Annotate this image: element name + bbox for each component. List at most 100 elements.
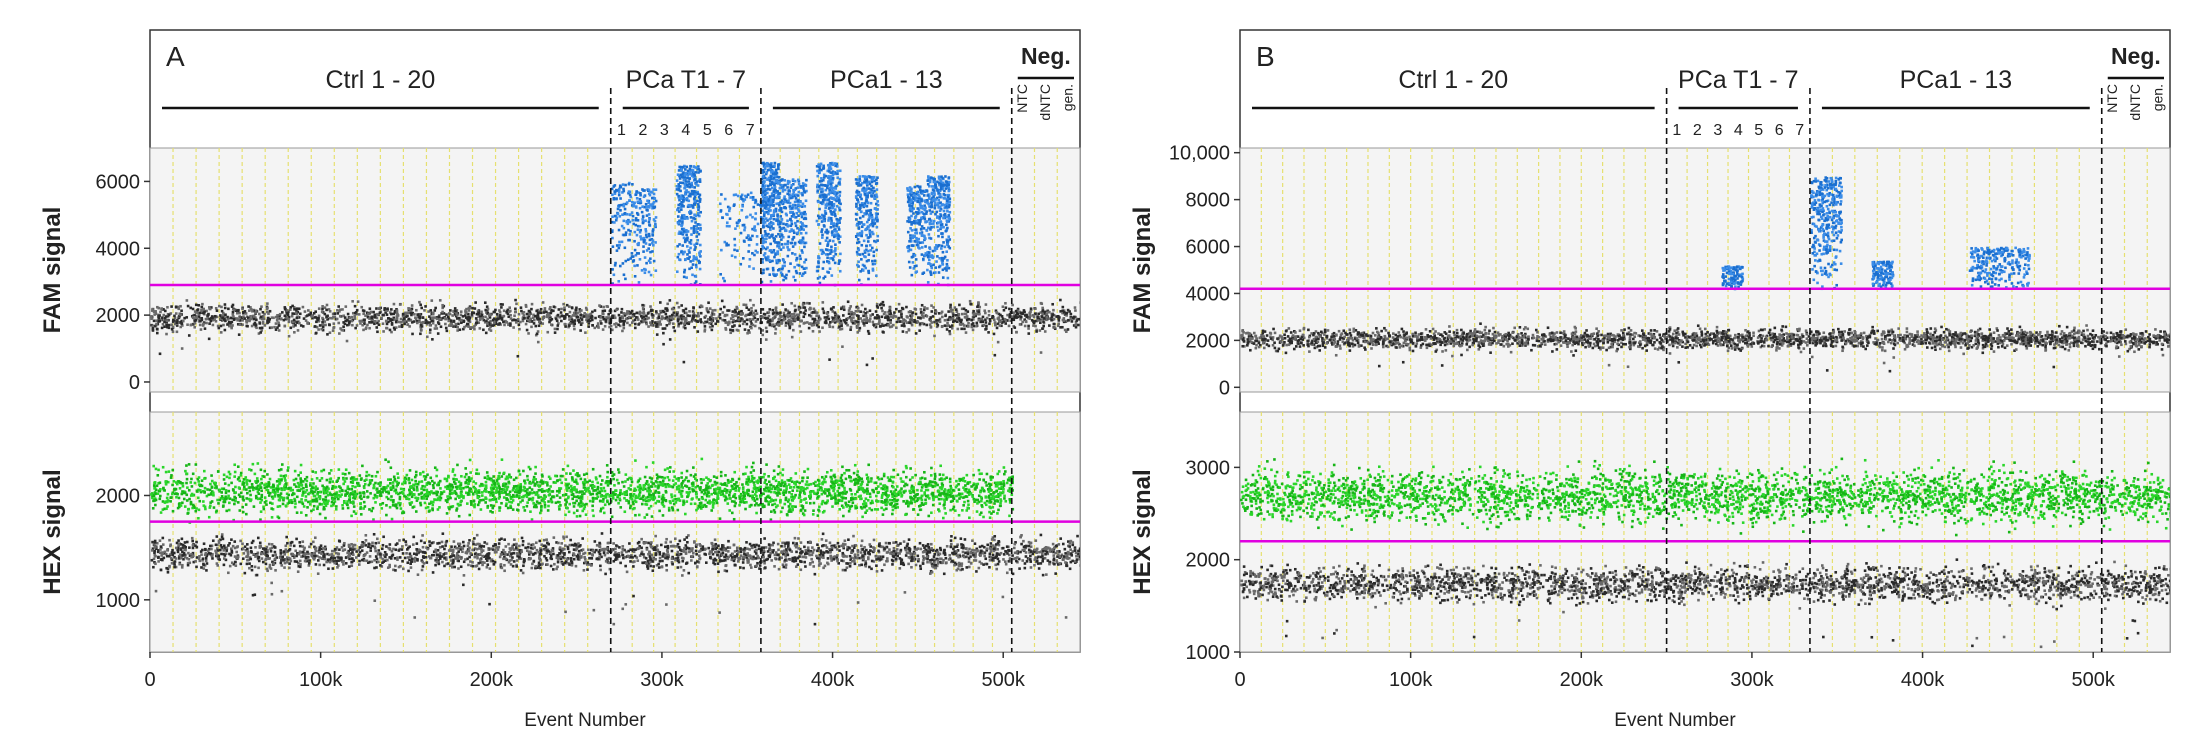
fam-negative-droplet: [1069, 316, 1073, 319]
fam-positive-droplet: [940, 223, 944, 226]
fam-positive-droplet: [723, 240, 727, 244]
fam-positive-droplet: [759, 216, 763, 219]
fam-negative-droplet: [325, 315, 328, 318]
fam-negative-droplet: [666, 309, 669, 312]
fam-negative-droplet: [633, 318, 637, 322]
fam-positive-droplet: [751, 227, 754, 231]
fam-negative-droplet: [287, 310, 290, 314]
fam-negative-droplet: [1000, 315, 1004, 318]
fam-positive-droplet: [799, 200, 802, 204]
fam-positive-droplet: [764, 172, 768, 176]
fam-negative-droplet: [501, 315, 505, 319]
fam-negative-droplet: [538, 320, 541, 324]
fam-negative-droplet: [948, 325, 952, 329]
fam-negative-droplet: [236, 309, 240, 313]
fam-negative-droplet: [741, 322, 745, 326]
fam-negative-droplet: [922, 311, 925, 315]
fam-negative-droplet: [325, 303, 329, 307]
fam-negative-droplet: [852, 312, 856, 315]
fam-negative-droplet: [1053, 326, 1056, 329]
fam-negative-droplet: [470, 314, 474, 318]
fam-positive-droplet: [929, 228, 932, 231]
fam-positive-droplet: [641, 188, 644, 191]
fam-positive-droplet: [791, 245, 795, 248]
fam-negative-droplet: [621, 329, 624, 333]
fam-positive-droplet: [859, 270, 862, 273]
fam-positive-droplet: [647, 232, 651, 236]
fam-negative-droplet: [705, 320, 709, 324]
fam-positive-droplet: [619, 185, 623, 189]
fam-positive-droplet: [652, 243, 655, 247]
fam-positive-droplet: [857, 278, 861, 282]
fam-negative-droplet: [321, 305, 324, 308]
fam-positive-droplet: [917, 219, 920, 222]
fam-positive-droplet: [873, 189, 876, 193]
fam-negative-droplet: [706, 309, 709, 313]
fam-negative-droplet: [292, 325, 295, 328]
fam-positive-droplet: [831, 206, 835, 210]
fam-positive-droplet: [623, 212, 626, 216]
fam-positive-droplet: [762, 271, 765, 275]
fam-negative-droplet: [842, 308, 846, 312]
fam-negative-droplet: [161, 316, 164, 319]
fam-negative-droplet: [466, 322, 469, 326]
fam-positive-droplet: [679, 189, 682, 193]
fam-positive-droplet: [943, 213, 946, 217]
fam-negative-droplet: [197, 303, 201, 307]
fam-positive-droplet: [756, 222, 760, 226]
fam-negative-droplet: [508, 306, 511, 309]
fam-negative-droplet: [710, 328, 714, 332]
fam-negative-droplet: [882, 324, 885, 327]
fam-negative-droplet: [753, 316, 757, 320]
fam-positive-droplet: [630, 204, 634, 207]
fam-positive-droplet: [690, 172, 694, 176]
fam-positive-droplet: [805, 178, 808, 182]
fam-positive-droplet: [644, 233, 648, 237]
fam-negative-droplet: [1056, 314, 1060, 318]
fam-negative-droplet: [971, 328, 975, 332]
fam-negative-droplet: [831, 310, 835, 313]
fam-negative-droplet: [527, 318, 530, 322]
fam-negative-droplet: [503, 323, 506, 327]
fam-negative-droplet: [421, 316, 425, 319]
fam-negative-droplet: [774, 306, 778, 310]
fam-negative-droplet: [410, 307, 414, 311]
fam-negative-droplet: [647, 316, 650, 320]
fam-negative-droplet: [787, 318, 791, 322]
fam-negative-droplet: [943, 318, 947, 322]
fam-negative-droplet: [628, 323, 632, 327]
fam-positive-droplet: [818, 171, 821, 174]
fam-negative-droplet: [840, 327, 844, 331]
fam-negative-droplet: [761, 333, 765, 337]
fam-negative-droplet: [245, 319, 248, 323]
fam-positive-droplet: [771, 268, 775, 272]
fam-positive-droplet: [875, 215, 878, 218]
fam-positive-droplet: [640, 210, 644, 214]
fam-positive-droplet: [836, 169, 839, 173]
fam-negative-droplet: [1059, 326, 1062, 329]
fam-negative-droplet: [575, 316, 579, 319]
fam-negative-droplet: [387, 320, 390, 324]
fam-positive-droplet: [773, 172, 777, 175]
fam-positive-droplet: [792, 235, 796, 239]
fam-negative-droplet: [857, 317, 860, 321]
fam-negative-droplet: [668, 299, 672, 302]
fam-negative-droplet: [685, 321, 689, 325]
fam-positive-droplet: [816, 214, 820, 218]
fam-positive-droplet: [697, 208, 700, 212]
fam-positive-droplet: [637, 252, 640, 255]
fam-negative-droplet: [671, 307, 675, 311]
fam-negative-droplet: [679, 321, 683, 325]
fam-positive-droplet: [769, 183, 773, 187]
fam-negative-droplet: [858, 326, 862, 330]
fam-negative-droplet: [195, 317, 199, 320]
fam-negative-droplet: [247, 305, 250, 308]
fam-positive-droplet: [875, 178, 878, 182]
fam-positive-droplet: [776, 244, 779, 248]
fam-negative-droplet: [593, 309, 597, 312]
fam-negative-droplet: [1041, 309, 1044, 313]
fam-negative-droplet: [298, 321, 301, 325]
fam-negative-droplet: [967, 321, 970, 325]
fam-positive-droplet: [680, 216, 683, 219]
fam-negative-droplet: [498, 311, 502, 314]
